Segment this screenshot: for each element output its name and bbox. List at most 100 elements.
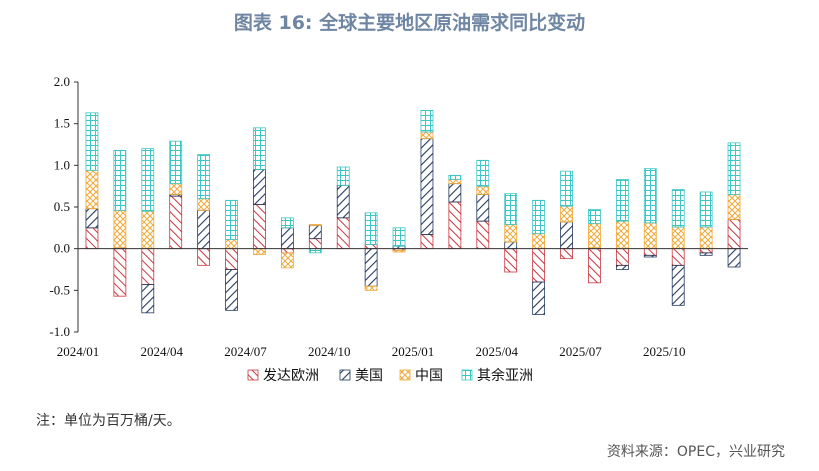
bar-usa-2025/06	[560, 221, 573, 250]
bar-europe-2025/04	[504, 248, 518, 273]
y-tick-label: -1.0	[49, 324, 70, 339]
bar-europe-2024/05	[197, 248, 211, 266]
bar-europe-2025/07	[588, 248, 601, 284]
bar-europe-2024/07	[253, 204, 266, 250]
bar-usa-2024/08	[280, 227, 294, 250]
bar-china-2025/04	[504, 224, 518, 243]
bar-europe-2024/09	[308, 238, 322, 250]
bar-europe-2024/11	[364, 244, 378, 250]
bar-usa-2025/12	[727, 248, 741, 268]
bar-china-2025/12	[727, 194, 741, 220]
bar-europe-2025/11	[699, 248, 713, 254]
bar-others-2024/09	[308, 248, 322, 254]
bar-europe-2024/06	[225, 248, 238, 270]
bar-others-2024/06	[225, 199, 238, 240]
bar-usa-2024/01	[85, 208, 99, 229]
bar-others-2024/07	[253, 127, 266, 170]
bar-europe-2025/02	[448, 201, 462, 250]
x-tick-label: 2024/07	[224, 344, 267, 359]
y-tick-label: 0.5	[54, 199, 70, 214]
bar-china-2025/09	[643, 222, 657, 250]
bar-usa-2025/05	[532, 281, 546, 315]
y-tick-label: 2.0	[54, 74, 70, 89]
legend-swatch-others	[461, 369, 473, 381]
bar-others-2024/01	[85, 112, 99, 171]
bar-china-2025/03	[476, 185, 490, 195]
bar-europe-2025/09	[643, 248, 657, 256]
bar-china-2025/08	[615, 220, 629, 250]
bar-others-2025/04	[504, 193, 518, 225]
bar-others-2024/05	[197, 154, 211, 200]
legend-swatch-europe	[247, 369, 259, 381]
bar-china-2024/06	[225, 239, 238, 250]
bar-usa-2025/01	[420, 138, 434, 235]
bar-usa-2024/11	[364, 248, 378, 287]
bar-usa-2024/03	[141, 284, 155, 314]
bar-others-2025/11	[699, 191, 713, 228]
bar-usa-2024/06	[225, 269, 238, 311]
bar-china-2025/07	[588, 223, 601, 249]
bar-others-2024/12	[392, 227, 406, 247]
bar-china-2025/02	[448, 179, 462, 185]
bar-china-2024/07	[253, 248, 266, 255]
bar-others-2025/06	[560, 170, 573, 207]
bar-china-2025/11	[699, 226, 713, 250]
bar-china-2024/01	[85, 169, 99, 210]
x-tick-label: 2025/01	[392, 344, 435, 359]
bar-europe-2024/03	[141, 248, 155, 285]
x-tick-label: 2025/04	[475, 344, 518, 359]
legend-label-europe: 发达欧洲	[263, 368, 319, 384]
bar-europe-2024/01	[85, 227, 99, 250]
legend-item-europe: 发达欧洲	[247, 368, 319, 384]
bar-usa-2025/10	[671, 264, 685, 306]
bar-others-2025/09	[643, 168, 657, 224]
source-note: 资料来源：OPEC，兴业研究	[606, 444, 785, 460]
bar-usa-2025/03	[476, 194, 490, 222]
plot-area: 2.0 1.5 1.0 0.5 0.0 -0.5 -1.0 2024/01 2024/04 202…	[49, 74, 748, 359]
bar-usa-2024/07	[253, 169, 266, 205]
bar-others-2024/11	[364, 212, 378, 245]
legend-swatch-usa	[339, 369, 351, 381]
legend-label-china: 中国	[415, 368, 443, 384]
bar-china-2024/05	[197, 198, 211, 211]
bar-china-2024/03	[141, 210, 155, 250]
bar-others-2024/03	[141, 148, 155, 212]
legend-item-others: 其余亚洲	[461, 367, 533, 384]
bar-europe-2025/01	[420, 234, 434, 250]
bar-others-2024/08	[280, 217, 294, 229]
bar-china-2025/05	[532, 233, 546, 250]
bar-others-2024/04	[169, 140, 183, 185]
y-tick-label: -0.5	[49, 282, 70, 297]
bar-usa-2024/10	[336, 184, 350, 219]
bar-others-2025/07	[588, 209, 601, 225]
bar-europe-2025/06	[560, 248, 573, 260]
x-tick-label: 2024/04	[140, 344, 183, 359]
bar-china-2025/01	[420, 131, 434, 140]
bar-usa-2025/08	[615, 264, 629, 270]
legend-label-others: 其余亚洲	[477, 367, 533, 384]
bar-china-2024/02	[113, 209, 127, 249]
bar-others-2025/05	[532, 199, 546, 235]
bar-usa-2025/04	[504, 241, 518, 250]
bar-others-2025/12	[727, 142, 741, 195]
bar-others-2025/02	[448, 174, 462, 180]
bar-china-2024/08	[280, 252, 294, 269]
bar-china-2024/09	[308, 224, 322, 226]
bar-europe-2024/02	[113, 248, 127, 297]
bar-europe-2024/04	[169, 195, 183, 250]
bar-europe-2025/12	[727, 219, 741, 250]
bar-usa-2024/05	[197, 209, 211, 250]
bar-europe-2024/10	[336, 217, 350, 250]
x-tick-label: 2025/07	[559, 344, 602, 359]
bar-europe-2025/10	[671, 248, 685, 266]
bar-usa-2025/09	[643, 254, 657, 258]
bar-europe-2024/08	[280, 248, 294, 254]
bar-europe-2025/08	[615, 248, 629, 266]
bar-china-2024/12	[392, 249, 406, 253]
bar-china-2025/10	[671, 226, 685, 250]
y-tick-label: 0.0	[54, 241, 70, 256]
bar-others-2024/02	[113, 149, 127, 211]
chart-title: 图表 16: 全球主要地区原油需求同比变动	[233, 12, 586, 34]
y-tick-label: 1.0	[54, 157, 70, 172]
